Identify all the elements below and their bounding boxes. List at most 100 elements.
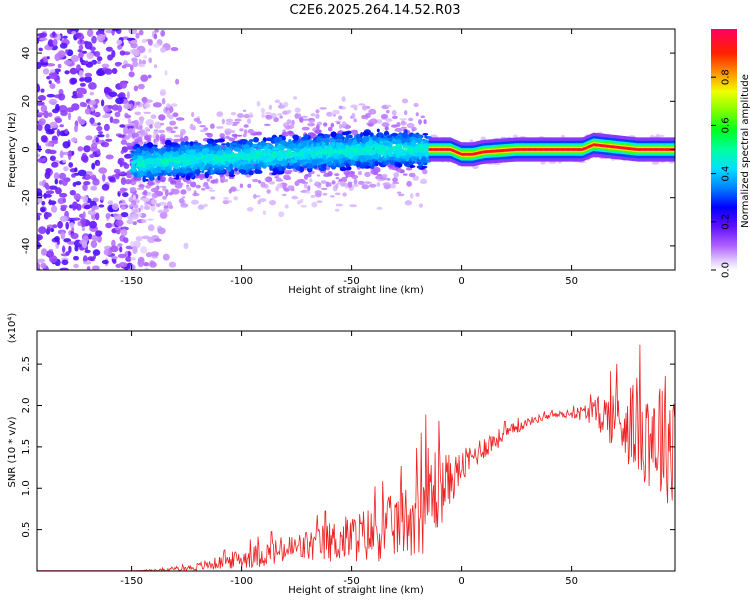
- ridge-blob: [204, 172, 210, 179]
- halo-blob: [139, 118, 144, 125]
- halo-blob: [210, 196, 216, 200]
- halo-blob: [368, 183, 377, 188]
- noise-blob: [69, 204, 73, 209]
- halo-blob: [230, 111, 237, 116]
- spectrogram-x-tick-label: -150: [120, 276, 143, 287]
- halo-blob: [385, 118, 393, 122]
- noise-blob: [37, 61, 42, 70]
- ridge-blob: [359, 157, 365, 163]
- ridge-blob: [250, 159, 254, 166]
- noise-blob: [137, 83, 145, 90]
- halo-blob: [307, 172, 312, 178]
- noise-blob: [170, 47, 179, 52]
- snr-y-tick-label: 0.5: [21, 522, 32, 538]
- noise-blob: [76, 92, 83, 99]
- ridge-blob: [306, 155, 311, 160]
- noise-blob: [90, 240, 98, 249]
- noise-blob: [95, 230, 103, 237]
- ridge-blob: [164, 139, 172, 146]
- ridge-blob: [218, 166, 224, 171]
- ridge-blob: [174, 151, 179, 158]
- noise-blob: [89, 91, 95, 96]
- halo-blob: [136, 187, 145, 191]
- ridge-blob: [213, 165, 219, 168]
- ridge-blob: [184, 145, 190, 150]
- ridge-blob: [177, 172, 185, 177]
- noise-blob: [37, 234, 41, 242]
- halo-blob: [160, 122, 165, 126]
- ridge-peak: [637, 148, 642, 151]
- ridge-blob: [358, 148, 362, 154]
- noise-blob: [58, 93, 66, 101]
- halo-blob: [310, 113, 316, 117]
- halo-blob: [201, 187, 206, 191]
- noise-blob: [105, 213, 111, 219]
- ridge-blob: [404, 161, 410, 166]
- halo-blob: [299, 117, 304, 123]
- halo-blob: [226, 136, 231, 140]
- ridge-blob: [406, 151, 411, 154]
- noise-blob: [44, 212, 52, 218]
- noise-blob: [52, 39, 58, 47]
- ridge-blob: [260, 141, 267, 147]
- ridge-blob: [374, 160, 379, 167]
- halo-blob: [261, 113, 266, 118]
- noise-blob: [40, 88, 45, 93]
- halo-blob: [123, 163, 130, 169]
- ridge-blob: [234, 168, 238, 172]
- ridge-blob: [233, 163, 238, 167]
- noise-blob: [117, 105, 123, 113]
- halo-blob: [370, 169, 379, 175]
- noise-blob: [153, 33, 158, 40]
- noise-blob: [132, 61, 139, 68]
- noise-blob: [135, 32, 140, 39]
- ridge-blob: [281, 135, 286, 142]
- halo-blob: [193, 190, 197, 196]
- halo-blob: [349, 204, 358, 208]
- ridge-blob: [132, 145, 138, 150]
- noise-blob: [123, 237, 129, 244]
- noise-blob: [104, 68, 113, 75]
- halo-blob: [180, 128, 186, 135]
- halo-blob: [143, 189, 148, 196]
- ridge-blob: [184, 157, 191, 161]
- spectrogram-x-tick-label: 0: [458, 276, 464, 287]
- noise-blob: [95, 212, 100, 221]
- noise-blob: [120, 177, 127, 186]
- ridge-blob: [151, 164, 155, 168]
- noise-blob: [59, 215, 69, 222]
- noise-blob: [91, 112, 101, 116]
- noise-blob: [44, 171, 51, 180]
- noise-blob: [37, 112, 45, 116]
- noise-blob: [149, 124, 153, 129]
- halo-blob: [361, 105, 368, 111]
- noise-blob: [103, 123, 110, 131]
- halo-blob: [404, 110, 408, 116]
- halo-blob: [233, 196, 239, 201]
- ridge-blob: [383, 151, 387, 159]
- halo-blob: [291, 196, 299, 199]
- snr-y-tick-label: 1.5: [21, 439, 32, 455]
- ridge-blob: [304, 134, 309, 140]
- halo-blob: [208, 189, 216, 192]
- halo-blob: [400, 126, 407, 129]
- noise-blob: [71, 227, 75, 232]
- noise-blob: [127, 250, 131, 257]
- ridge-blob: [217, 138, 225, 143]
- halo-blob: [339, 124, 343, 129]
- noise-blob: [111, 256, 118, 260]
- halo-blob: [308, 122, 312, 126]
- noise-blob: [43, 110, 49, 119]
- ridge-blob: [203, 156, 210, 163]
- halo-blob: [376, 182, 381, 187]
- noise-blob: [87, 256, 95, 261]
- halo-blob: [194, 174, 203, 179]
- ridge-blob: [287, 150, 290, 157]
- halo-blob: [334, 192, 341, 196]
- noise-blob: [125, 256, 132, 262]
- ridge-blob: [330, 131, 337, 138]
- halo-blob: [145, 184, 151, 189]
- halo-blob: [353, 118, 357, 123]
- noise-blob: [49, 155, 56, 162]
- ridge-blob: [360, 132, 364, 138]
